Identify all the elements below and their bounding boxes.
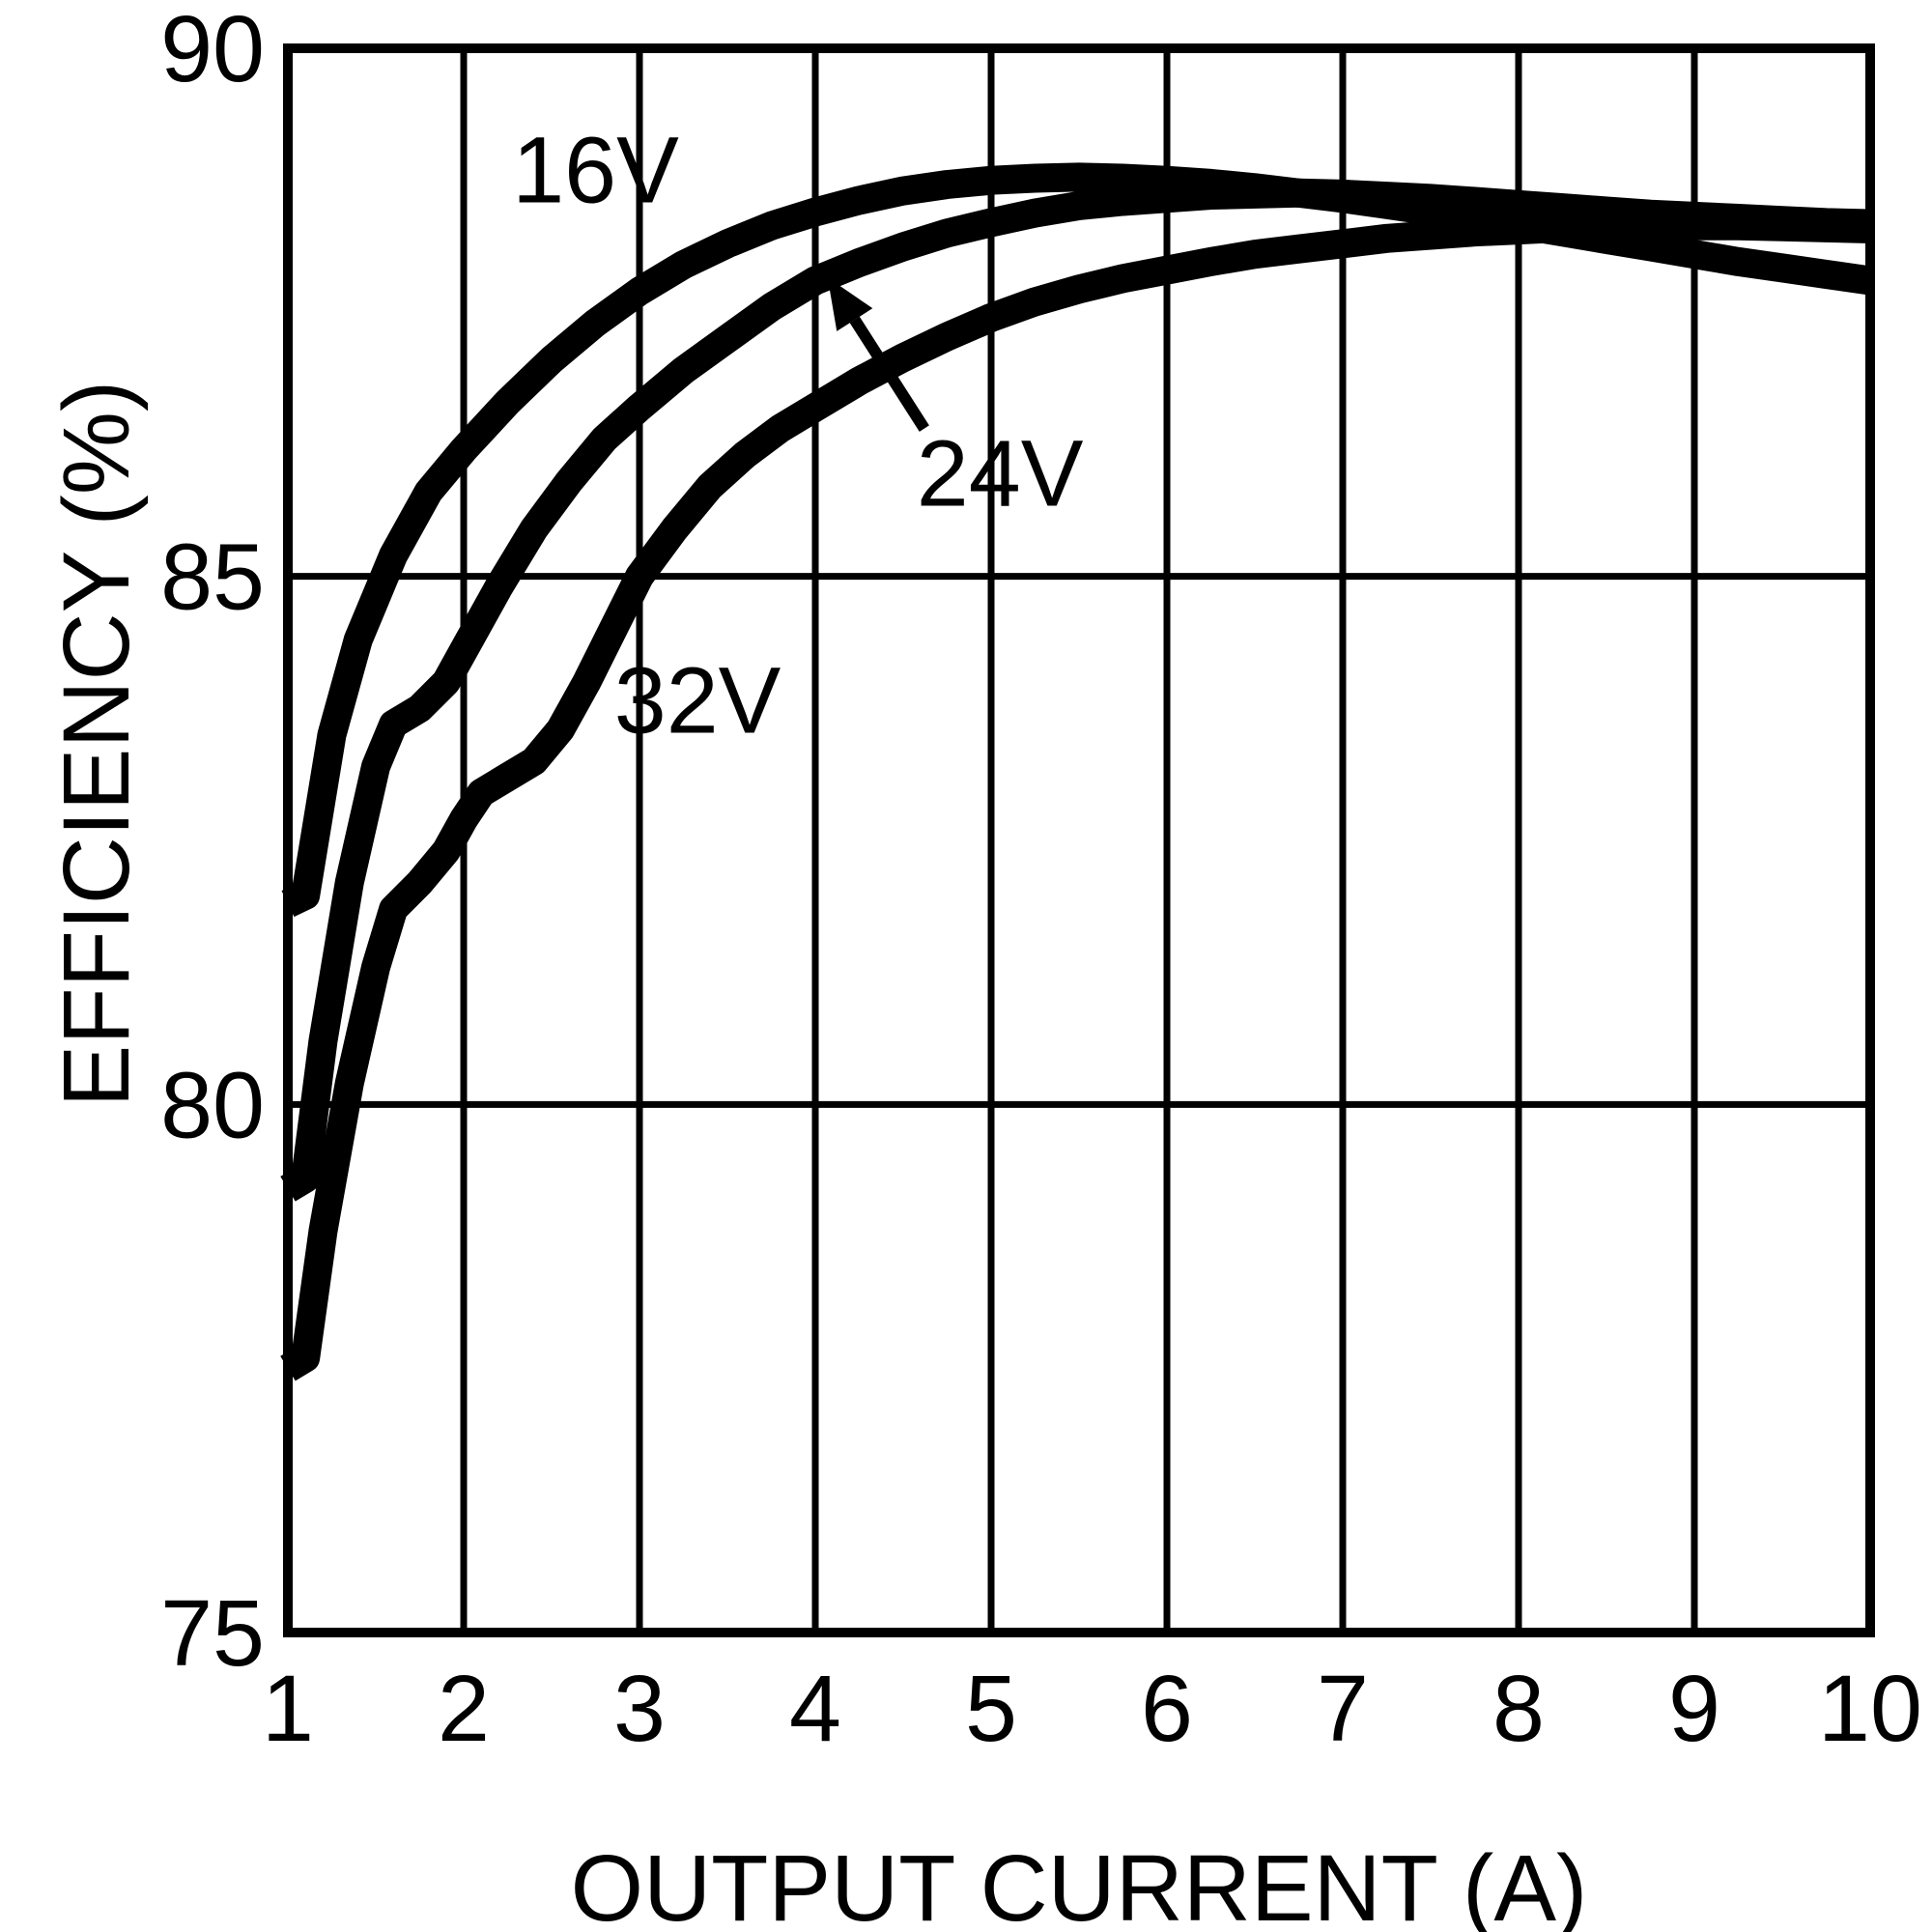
data-curves	[280, 162, 1873, 1381]
plot-frame	[283, 43, 1875, 1637]
plot-border	[283, 43, 1875, 1637]
y-tick-label-90: 90	[160, 0, 265, 101]
x-tick-label-9: 9	[1668, 1656, 1720, 1761]
x-axis-title: OUTPUT CURRENT (A)	[571, 1835, 1588, 1932]
x-tick-label-5: 5	[965, 1656, 1017, 1761]
label-arrow-line	[849, 316, 929, 432]
x-tick-label-4: 4	[789, 1656, 841, 1761]
x-tick-label-10: 10	[1818, 1656, 1922, 1761]
series-label-24v: 24V	[917, 421, 1084, 526]
x-tick-label-6: 6	[1141, 1656, 1193, 1761]
y-tick-label-80: 80	[160, 1052, 265, 1157]
x-tick-label-7: 7	[1317, 1656, 1369, 1761]
x-tick-label-8: 8	[1492, 1656, 1545, 1761]
axis-tick-labels: 1 2 3 4 5 6 7 8 9 10 75 80 85 90	[160, 0, 1922, 1761]
x-tick-label-3: 3	[613, 1656, 666, 1761]
curve-24v	[280, 178, 1871, 1202]
series-label-16v: 16V	[512, 118, 679, 223]
label-arrow-head	[827, 277, 873, 331]
y-tick-label-85: 85	[160, 525, 265, 630]
curve-annotations: 16V 24V 32V	[512, 118, 1083, 753]
y-axis-title: EFFICIENCY (%)	[43, 381, 149, 1108]
series-label-32v: 32V	[614, 648, 781, 753]
curve-32v	[280, 211, 1871, 1381]
x-tick-label-2: 2	[438, 1656, 490, 1761]
x-tick-label-1: 1	[262, 1656, 314, 1761]
y-tick-label-75: 75	[160, 1580, 265, 1686]
